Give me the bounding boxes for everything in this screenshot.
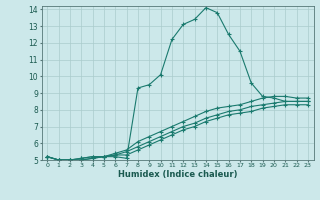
X-axis label: Humidex (Indice chaleur): Humidex (Indice chaleur) [118, 170, 237, 179]
